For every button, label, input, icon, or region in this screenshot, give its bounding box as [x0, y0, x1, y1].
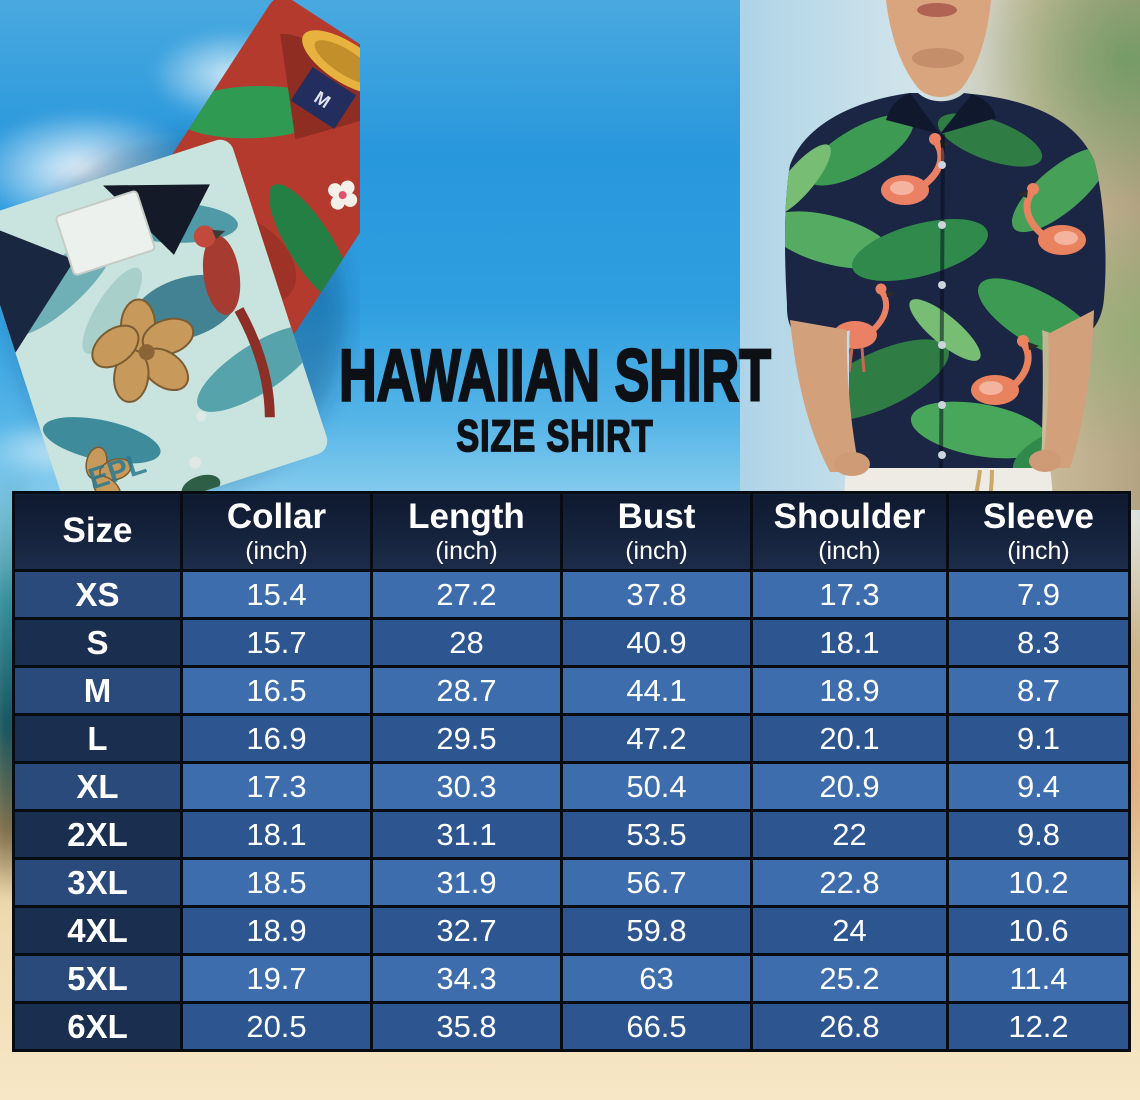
table-cell: 34.3 [370, 953, 563, 1004]
table-cell: 26.8 [750, 1001, 949, 1052]
table-row: M 16.5 28.7 44.1 18.9 8.7 [12, 665, 1131, 716]
table-cell: 25.2 [750, 953, 949, 1004]
table-cell: 63 [560, 953, 753, 1004]
page-title: HAWAIIAN SHIRT [338, 334, 772, 417]
table-cell: 31.1 [370, 809, 563, 860]
header-bust: Bust (inch) [560, 491, 753, 572]
table-cell: 19.7 [180, 953, 373, 1004]
table-cell: 22.8 [750, 857, 949, 908]
table-cell: 12.2 [946, 1001, 1131, 1052]
size-label: XS [12, 569, 183, 620]
table-row: 3XL 18.5 31.9 56.7 22.8 10.2 [12, 857, 1131, 908]
table-cell: 53.5 [560, 809, 753, 860]
table-cell: 18.5 [180, 857, 373, 908]
table-cell: 11.4 [946, 953, 1131, 1004]
table-cell: 24 [750, 905, 949, 956]
table-cell: 27.2 [370, 569, 563, 620]
table-cell: 44.1 [560, 665, 753, 716]
table-row: 6XL 20.5 35.8 66.5 26.8 12.2 [12, 1001, 1131, 1052]
model-flamingo-shirt-photo [740, 0, 1140, 510]
table-cell: 8.3 [946, 617, 1131, 668]
table-cell: 18.9 [750, 665, 949, 716]
header-collar: Collar (inch) [180, 491, 373, 572]
title-block: HAWAIIAN SHIRT SIZE SHIRT [295, 338, 815, 461]
table-cell: 10.6 [946, 905, 1131, 956]
table-cell: 17.3 [180, 761, 373, 812]
table-header: Size Collar (inch) Length (inch) Bust (inch… [12, 491, 1131, 572]
table-cell: 20.9 [750, 761, 949, 812]
table-cell: 59.8 [560, 905, 753, 956]
table-row: 5XL 19.7 34.3 63 25.2 11.4 [12, 953, 1131, 1004]
page-subtitle: SIZE SHIRT [456, 412, 654, 462]
table-cell: 18.1 [180, 809, 373, 860]
table-row: 2XL 18.1 31.1 53.5 22 9.8 [12, 809, 1131, 860]
table-cell: 35.8 [370, 1001, 563, 1052]
size-label: M [12, 665, 183, 716]
size-chart-table: Size Collar (inch) Length (inch) Bust (inch… [12, 491, 1131, 1052]
size-label: 2XL [12, 809, 183, 860]
table-cell: 50.4 [560, 761, 753, 812]
table-cell: 66.5 [560, 1001, 753, 1052]
size-label: 4XL [12, 905, 183, 956]
header-row: Size Collar (inch) Length (inch) Bust (inch… [12, 491, 1131, 572]
table-row: XS 15.4 27.2 37.8 17.3 7.9 [12, 569, 1131, 620]
table-cell: 9.8 [946, 809, 1131, 860]
folded-hawaiian-shirts-photo: M [0, 0, 360, 500]
table-cell: 8.7 [946, 665, 1131, 716]
size-label: 6XL [12, 1001, 183, 1052]
table-cell: 29.5 [370, 713, 563, 764]
table-cell: 15.7 [180, 617, 373, 668]
table-cell: 28 [370, 617, 563, 668]
header-size: Size [12, 491, 183, 572]
table-cell: 9.4 [946, 761, 1131, 812]
table-cell: 9.1 [946, 713, 1131, 764]
table-cell: 40.9 [560, 617, 753, 668]
table-cell: 37.8 [560, 569, 753, 620]
header-sleeve: Sleeve (inch) [946, 491, 1131, 572]
table-cell: 47.2 [560, 713, 753, 764]
table-cell: 10.2 [946, 857, 1131, 908]
size-label: S [12, 617, 183, 668]
table-cell: 32.7 [370, 905, 563, 956]
header-shoulder: Shoulder (inch) [750, 491, 949, 572]
table-cell: 30.3 [370, 761, 563, 812]
table-cell: 18.9 [180, 905, 373, 956]
table-row: XL 17.3 30.3 50.4 20.9 9.4 [12, 761, 1131, 812]
table-cell: 28.7 [370, 665, 563, 716]
table-cell: 18.1 [750, 617, 949, 668]
table-cell: 16.5 [180, 665, 373, 716]
size-label: XL [12, 761, 183, 812]
table-cell: 16.9 [180, 713, 373, 764]
table-cell: 15.4 [180, 569, 373, 620]
size-label: L [12, 713, 183, 764]
table-cell: 20.1 [750, 713, 949, 764]
table-row: S 15.7 28 40.9 18.1 8.3 [12, 617, 1131, 668]
table-cell: 20.5 [180, 1001, 373, 1052]
size-label: 3XL [12, 857, 183, 908]
size-label: 5XL [12, 953, 183, 1004]
table-cell: 7.9 [946, 569, 1131, 620]
table-row: 4XL 18.9 32.7 59.8 24 10.6 [12, 905, 1131, 956]
table-cell: 31.9 [370, 857, 563, 908]
header-length: Length (inch) [370, 491, 563, 572]
table-cell: 56.7 [560, 857, 753, 908]
table-cell: 22 [750, 809, 949, 860]
table-row: L 16.9 29.5 47.2 20.1 9.1 [12, 713, 1131, 764]
table-cell: 17.3 [750, 569, 949, 620]
